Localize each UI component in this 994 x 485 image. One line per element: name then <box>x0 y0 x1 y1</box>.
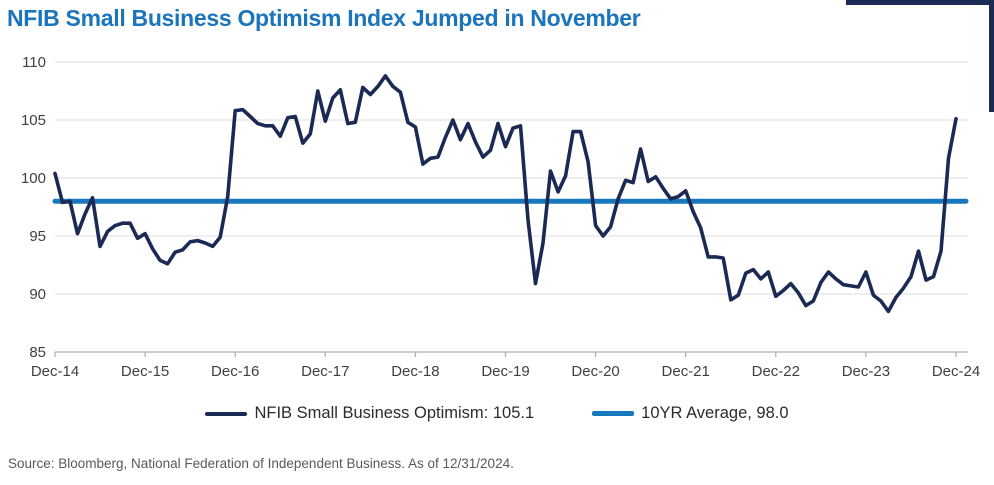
x-tick-label: Dec-15 <box>121 363 169 380</box>
y-tick-label: 95 <box>29 228 46 245</box>
legend-series-label: NFIB Small Business Optimism: 105.1 <box>254 404 535 422</box>
x-tick-label: Dec-19 <box>481 363 529 380</box>
corner-accent-right-bar <box>989 0 994 112</box>
x-tick-label: Dec-22 <box>752 363 800 380</box>
chart-title: NFIB Small Business Optimism Index Jumpe… <box>7 5 641 31</box>
x-tick-label: Dec-14 <box>31 363 79 380</box>
series-line-swatch <box>205 411 248 416</box>
x-tick-label: Dec-21 <box>662 363 710 380</box>
x-tick-label: Dec-16 <box>211 363 259 380</box>
y-tick-label: 110 <box>22 54 46 71</box>
legend-item-series: NFIB Small Business Optimism: 105.1 <box>205 404 534 423</box>
corner-accent-top-bar <box>846 0 994 5</box>
y-tick-label: 85 <box>29 344 46 361</box>
x-tick-label: Dec-23 <box>842 363 890 380</box>
y-tick-label: 90 <box>29 286 46 303</box>
average-line-swatch <box>592 411 635 416</box>
chart-legend: NFIB Small Business Optimism: 105.1 10YR… <box>0 404 994 423</box>
x-tick-label: Dec-17 <box>301 363 349 380</box>
y-tick-label: 105 <box>21 112 46 129</box>
y-tick-label: 100 <box>21 170 46 187</box>
legend-average-label: 10YR Average, 98.0 <box>641 404 789 422</box>
x-tick-label: Dec-24 <box>932 363 980 380</box>
source-note: Source: Bloomberg, National Federation o… <box>8 456 514 471</box>
legend-item-average: 10YR Average, 98.0 <box>592 404 789 423</box>
x-tick-label: Dec-20 <box>571 363 619 380</box>
x-tick-label: Dec-18 <box>391 363 439 380</box>
series-line <box>53 74 958 314</box>
